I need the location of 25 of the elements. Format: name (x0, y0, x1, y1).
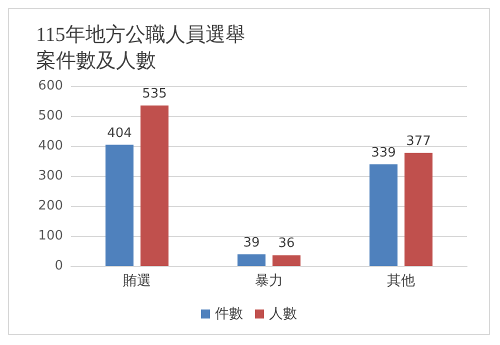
data-label: 39 (243, 235, 260, 250)
bar (238, 254, 266, 266)
bar (404, 152, 432, 266)
y-tick-label: 500 (38, 108, 63, 124)
chart-title: 115年地方公職人員選舉案件數及人數 (36, 23, 246, 72)
legend-label: 件數 (215, 306, 243, 322)
y-tick-label: 300 (38, 168, 63, 184)
x-tick-label: 暴力 (255, 273, 283, 289)
y-tick-label: 0 (54, 258, 63, 274)
bar (272, 255, 300, 266)
data-label: 535 (142, 86, 167, 102)
bar (370, 164, 398, 266)
bar (106, 144, 134, 266)
y-tick-label: 200 (38, 198, 63, 214)
y-tick-label: 400 (38, 138, 63, 154)
legend-label: 人數 (269, 306, 297, 322)
x-tick-label: 賄選 (123, 273, 151, 289)
data-label: 36 (278, 236, 295, 252)
y-tick-label: 600 (38, 78, 63, 94)
data-label: 377 (406, 134, 431, 149)
y-tick-label: 100 (38, 228, 63, 244)
bar (140, 106, 168, 266)
data-label: 339 (371, 145, 396, 160)
x-tick-label: 其他 (387, 273, 415, 289)
data-label: 404 (107, 126, 132, 141)
